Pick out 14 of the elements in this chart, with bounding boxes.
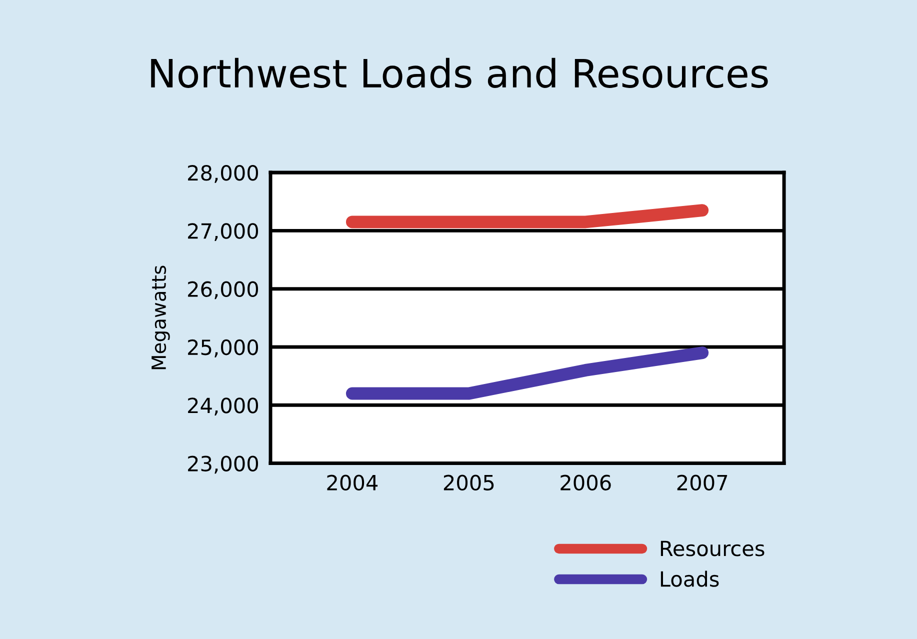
legend-label: Loads [660,570,719,587]
y-tick-label: 25,000 [188,339,258,358]
y-tick-label: 27,000 [188,223,258,242]
y-tick-label: 23,000 [188,456,258,474]
x-tick-label: 2005 [444,474,494,491]
y-tick-label: 24,000 [188,398,258,416]
y-axis-title: Megawatts [152,266,170,370]
y-tick-label: 28,000 [188,164,258,183]
chart-title: Northwest Loads and Resources [151,58,768,88]
legend-label: Resources [660,540,764,556]
y-tick-label: 26,000 [188,281,258,300]
x-tick-label: 2007 [677,474,728,491]
x-tick-label: 2006 [560,474,611,491]
x-tick-label: 2004 [327,474,378,491]
